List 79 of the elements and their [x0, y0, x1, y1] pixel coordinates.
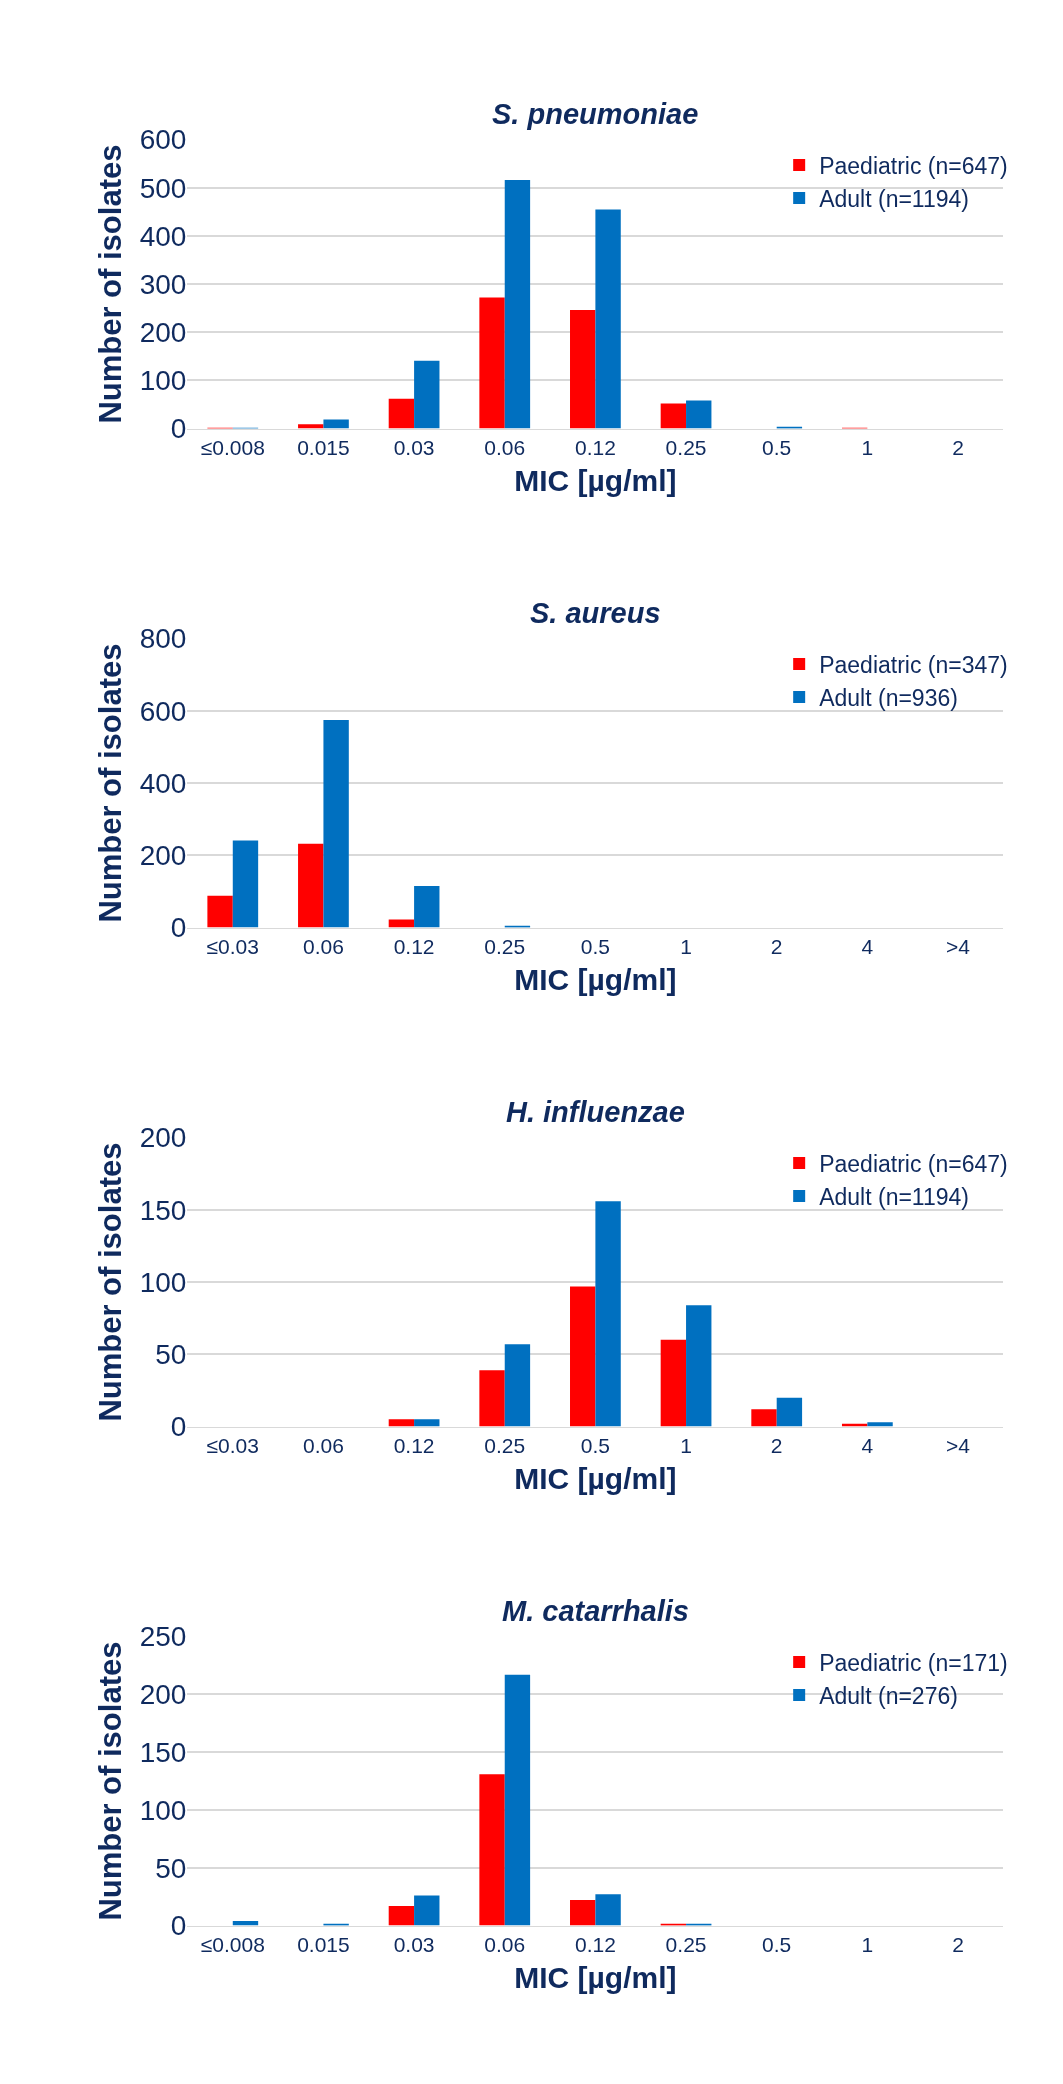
- x-tick-label: 0.06: [484, 435, 526, 459]
- legend-label: Adult (n=936): [819, 684, 958, 711]
- chart-title: H. influenzae: [506, 1096, 685, 1128]
- y-tick-label: 100: [139, 365, 187, 397]
- chart-title: M. catarrhalis: [502, 1595, 689, 1627]
- x-tick-label: 0.12: [574, 1932, 616, 1956]
- y-tick-label: 200: [139, 840, 187, 872]
- x-tick-label: ≤0.03: [206, 1433, 259, 1457]
- y-tick-label: 100: [139, 1266, 187, 1298]
- x-tick-label: 0.12: [393, 1433, 435, 1457]
- x-tick-label: ≤0.03: [206, 934, 259, 958]
- y-tick-label: 250: [139, 1621, 187, 1653]
- legend-label: Paediatric (n=347): [819, 652, 1008, 679]
- x-tick-label: 0.06: [302, 934, 344, 958]
- x-axis-title: MIC [µg/ml]: [514, 1961, 677, 1995]
- legend-label: Adult (n=276): [819, 1682, 958, 1709]
- y-tick-label: 0: [170, 1411, 187, 1443]
- x-tick-label: 0.03: [393, 1932, 435, 1956]
- y-tick-label: 200: [139, 317, 187, 349]
- x-tick-label: 1: [861, 435, 874, 459]
- x-tick-label: ≤0.008: [200, 1932, 265, 1956]
- x-tick-label: 1: [861, 1932, 874, 1956]
- x-tick-label: 2: [952, 1932, 964, 1956]
- y-axis-title: Number of isolates: [93, 144, 129, 424]
- x-tick-label: 0.25: [665, 1932, 707, 1956]
- x-tick-label: 0.06: [484, 1932, 526, 1956]
- x-axis-title: MIC [µg/ml]: [514, 963, 677, 997]
- y-tick-label: 400: [139, 767, 187, 799]
- chart-title: S. aureus: [530, 597, 661, 629]
- x-tick-label: 0.5: [762, 1932, 792, 1956]
- legend-label: Paediatric (n=647): [819, 1151, 1008, 1178]
- y-tick-label: 0: [170, 413, 187, 445]
- y-tick-label: 400: [139, 220, 187, 252]
- legend-label: Adult (n=1194): [819, 1183, 969, 1210]
- legend-label: Paediatric (n=171): [819, 1650, 1008, 1677]
- x-tick-label: 2: [770, 1433, 783, 1457]
- x-tick-label: 0.5: [762, 435, 792, 459]
- x-tick-label: 2: [770, 934, 783, 958]
- x-tick-label: 4: [861, 934, 874, 958]
- y-tick-label: 0: [170, 1910, 187, 1942]
- x-tick-label: 4: [861, 1433, 874, 1457]
- y-tick-label: 500: [139, 172, 187, 204]
- x-tick-label: 0.12: [393, 934, 435, 958]
- y-tick-label: 0: [170, 912, 187, 944]
- y-axis-title: Number of isolates: [93, 1641, 129, 1921]
- x-tick-label: 0.12: [574, 435, 616, 459]
- x-axis-title: MIC [µg/ml]: [514, 464, 677, 498]
- y-axis-title: Number of isolates: [93, 1142, 129, 1422]
- x-tick-label: 0.015: [297, 1932, 350, 1956]
- y-axis-title: Number of isolates: [93, 643, 129, 923]
- x-tick-label: 0.015: [297, 435, 350, 459]
- x-tick-label: >4: [946, 934, 971, 958]
- x-tick-label: 0.06: [302, 1433, 344, 1457]
- y-tick-label: 300: [139, 268, 187, 300]
- x-tick-label: ≤0.008: [200, 435, 265, 459]
- x-tick-label: 1: [680, 1433, 692, 1457]
- y-tick-label: 600: [139, 124, 187, 156]
- x-tick-label: 0.25: [484, 1433, 526, 1457]
- y-tick-label: 800: [139, 623, 187, 655]
- x-tick-label: >4: [946, 1433, 971, 1457]
- x-tick-label: 0.5: [580, 1433, 610, 1457]
- y-tick-label: 600: [139, 695, 187, 727]
- y-tick-label: 200: [139, 1122, 187, 1154]
- y-tick-label: 50: [155, 1339, 187, 1371]
- x-tick-label: 0.03: [393, 435, 435, 459]
- x-tick-label: 0.25: [665, 435, 707, 459]
- x-tick-label: 1: [680, 934, 692, 958]
- legend-label: Paediatric (n=647): [819, 153, 1008, 180]
- x-tick-label: 2: [952, 435, 964, 459]
- chart-title: S. pneumoniae: [492, 98, 699, 130]
- y-tick-label: 150: [139, 1194, 187, 1226]
- legend-label: Adult (n=1194): [819, 185, 969, 212]
- y-tick-label: 150: [139, 1737, 187, 1769]
- y-tick-label: 50: [155, 1852, 187, 1884]
- y-tick-label: 200: [139, 1679, 187, 1711]
- y-tick-label: 100: [139, 1794, 187, 1826]
- x-tick-label: 0.5: [580, 934, 610, 958]
- x-axis-title: MIC [µg/ml]: [514, 1462, 677, 1496]
- x-tick-label: 0.25: [484, 934, 526, 958]
